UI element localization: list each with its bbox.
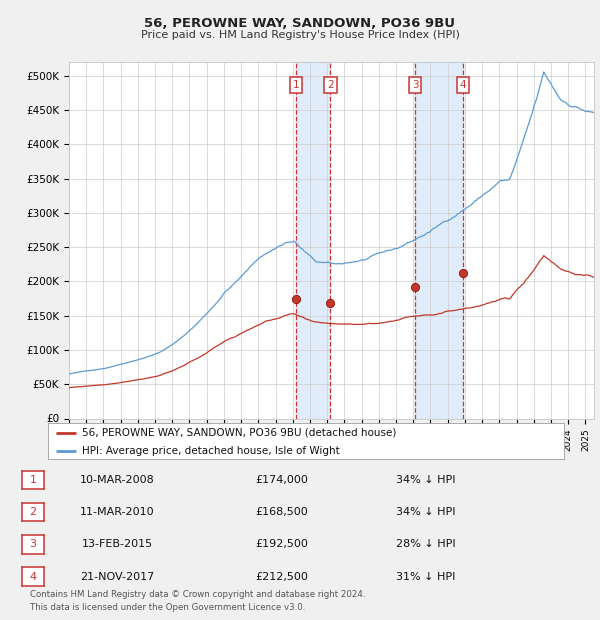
Bar (415, 62, 463, 419)
Text: This data is licensed under the Open Government Licence v3.0.: This data is licensed under the Open Gov… (30, 603, 305, 613)
Text: 28% ↓ HPI: 28% ↓ HPI (396, 539, 455, 549)
Text: 3: 3 (412, 80, 418, 90)
Text: £168,500: £168,500 (256, 507, 308, 517)
Text: 4: 4 (29, 572, 37, 582)
Text: 34% ↓ HPI: 34% ↓ HPI (396, 475, 455, 485)
Text: 2: 2 (327, 80, 334, 90)
Text: 13-FEB-2015: 13-FEB-2015 (82, 539, 152, 549)
Text: Contains HM Land Registry data © Crown copyright and database right 2024.: Contains HM Land Registry data © Crown c… (30, 590, 365, 599)
Text: 4: 4 (460, 80, 466, 90)
Text: 10-MAR-2008: 10-MAR-2008 (80, 475, 154, 485)
Text: 2: 2 (29, 507, 37, 517)
Text: £192,500: £192,500 (256, 539, 308, 549)
Text: £212,500: £212,500 (256, 572, 308, 582)
Text: 1: 1 (293, 80, 299, 90)
Text: 31% ↓ HPI: 31% ↓ HPI (396, 572, 455, 582)
Text: 56, PEROWNE WAY, SANDOWN, PO36 9BU (detached house): 56, PEROWNE WAY, SANDOWN, PO36 9BU (deta… (82, 428, 396, 438)
Text: 34% ↓ HPI: 34% ↓ HPI (396, 507, 455, 517)
Text: 3: 3 (29, 539, 37, 549)
Bar (296, 62, 331, 419)
Text: 11-MAR-2010: 11-MAR-2010 (80, 507, 154, 517)
Text: 1: 1 (29, 475, 37, 485)
Text: 56, PEROWNE WAY, SANDOWN, PO36 9BU: 56, PEROWNE WAY, SANDOWN, PO36 9BU (145, 17, 455, 30)
Text: 21-NOV-2017: 21-NOV-2017 (80, 572, 154, 582)
Text: HPI: Average price, detached house, Isle of Wight: HPI: Average price, detached house, Isle… (82, 446, 339, 456)
Text: £174,000: £174,000 (256, 475, 308, 485)
Text: Price paid vs. HM Land Registry's House Price Index (HPI): Price paid vs. HM Land Registry's House … (140, 30, 460, 40)
